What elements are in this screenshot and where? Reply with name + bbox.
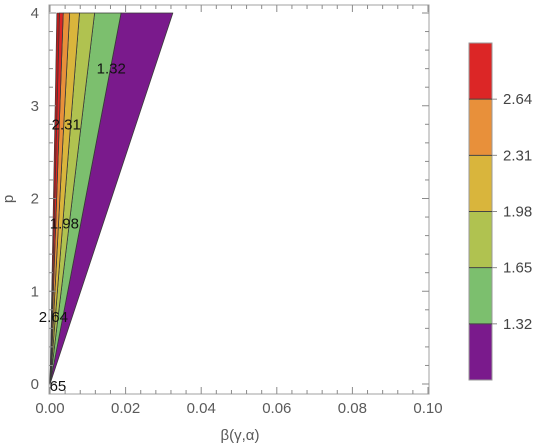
contour-label: 2.64 [39, 309, 68, 326]
y-axis: 0 1 2 3 4 [31, 5, 429, 393]
x-tick-label: 0.02 [111, 400, 140, 417]
legend-swatch [469, 43, 492, 100]
x-tick-label: 0.00 [35, 400, 64, 417]
contour-label: 65 [50, 378, 67, 395]
contour-labels: 1.32 2.31 1.98 2.64 65 [39, 61, 126, 395]
x-axis-title: β(γ,α) [221, 427, 260, 444]
legend-label: 2.31 [503, 147, 532, 164]
legend-swatch [469, 267, 492, 324]
x-axis: 0.00 0.02 0.04 0.06 0.08 0.10 [35, 5, 443, 417]
x-tick-label: 0.10 [413, 400, 442, 417]
color-legend: 1.32 1.65 1.98 2.31 2.64 [468, 42, 532, 381]
y-tick-label: 2 [31, 191, 39, 208]
plot-border [48, 4, 430, 395]
y-tick-label: 3 [31, 98, 39, 115]
x-tick-label: 0.08 [338, 400, 367, 417]
legend-swatch [469, 155, 492, 212]
contour-label: 2.31 [52, 116, 81, 133]
y-tick-label: 4 [31, 5, 39, 22]
y-tick-label: 1 [31, 283, 39, 300]
y-tick-label: 0 [31, 376, 39, 393]
legend-label: 2.64 [503, 91, 532, 108]
contour-label: 1.32 [97, 61, 126, 78]
y-axis-title: p [0, 195, 17, 203]
legend-swatch [469, 211, 492, 268]
contour-label: 1.98 [50, 216, 79, 233]
x-tick-label: 0.06 [262, 400, 291, 417]
legend-label: 1.98 [503, 204, 532, 221]
legend-label: 1.65 [503, 260, 532, 277]
legend-swatch [469, 99, 492, 156]
legend-swatch [469, 323, 492, 380]
legend-label: 1.32 [503, 316, 532, 333]
plot-frame [48, 4, 430, 395]
x-tick-label: 0.04 [187, 400, 216, 417]
